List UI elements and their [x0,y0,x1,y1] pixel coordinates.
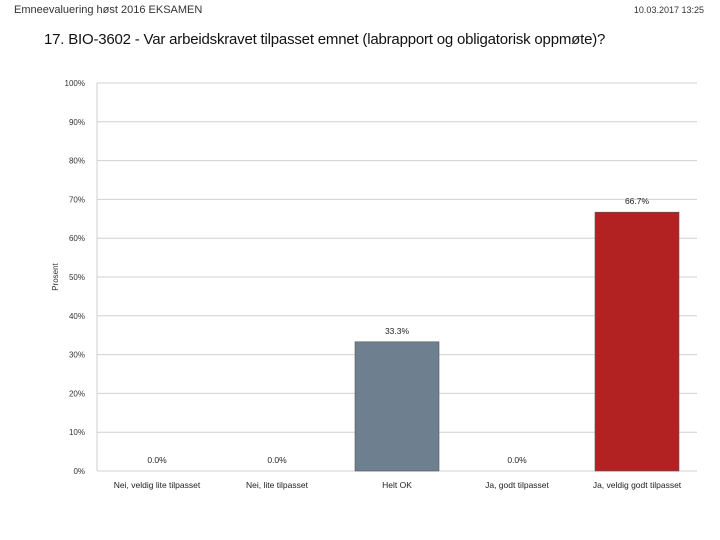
category-label: Helt OK [382,480,412,490]
category-label: Ja, godt tilpasset [485,480,549,490]
category-label: Nei, veldig lite tilpasset [114,480,201,490]
data-labels: 0.0% 0.0% 33.3% 0.0% 66.7% [147,196,649,465]
y-axis-label: Prosent [51,262,60,290]
bar-2 [354,341,440,472]
y-tick-label: 90% [69,118,85,127]
bars [354,211,680,472]
report-timestamp: 10.03.2017 13:25 [633,5,704,15]
y-tick-label: 60% [69,234,85,243]
data-label: 0.0% [507,455,527,465]
y-tick-label: 10% [69,428,85,437]
y-tick-label: 70% [69,195,85,204]
bar-4 [594,211,680,472]
y-tick-label: 80% [69,157,85,166]
x-axis-categories: Nei, veldig lite tilpasset Nei, lite tilp… [114,480,682,490]
category-label: Nei, lite tilpasset [246,480,309,490]
y-axis-ticks: 0% 10% 20% 30% 40% 50% 60% 70% 80% 90% 100% [65,79,85,476]
y-tick-label: 100% [65,79,85,88]
y-tick-label: 30% [69,351,85,360]
report-header-title: Emneevaluering høst 2016 EKSAMEN [14,4,203,16]
y-tick-label: 20% [69,389,85,398]
data-label: 0.0% [147,455,167,465]
data-label: 66.7% [625,196,650,206]
data-label: 33.3% [385,326,410,336]
chart-title: 17. BIO-3602 - Var arbeidskravet tilpass… [44,31,606,48]
y-tick-label: 0% [73,467,85,476]
data-label: 0.0% [267,455,287,465]
y-tick-label: 50% [69,273,85,282]
category-label: Ja, veldig godt tilpasset [593,480,682,490]
y-tick-label: 40% [69,312,85,321]
